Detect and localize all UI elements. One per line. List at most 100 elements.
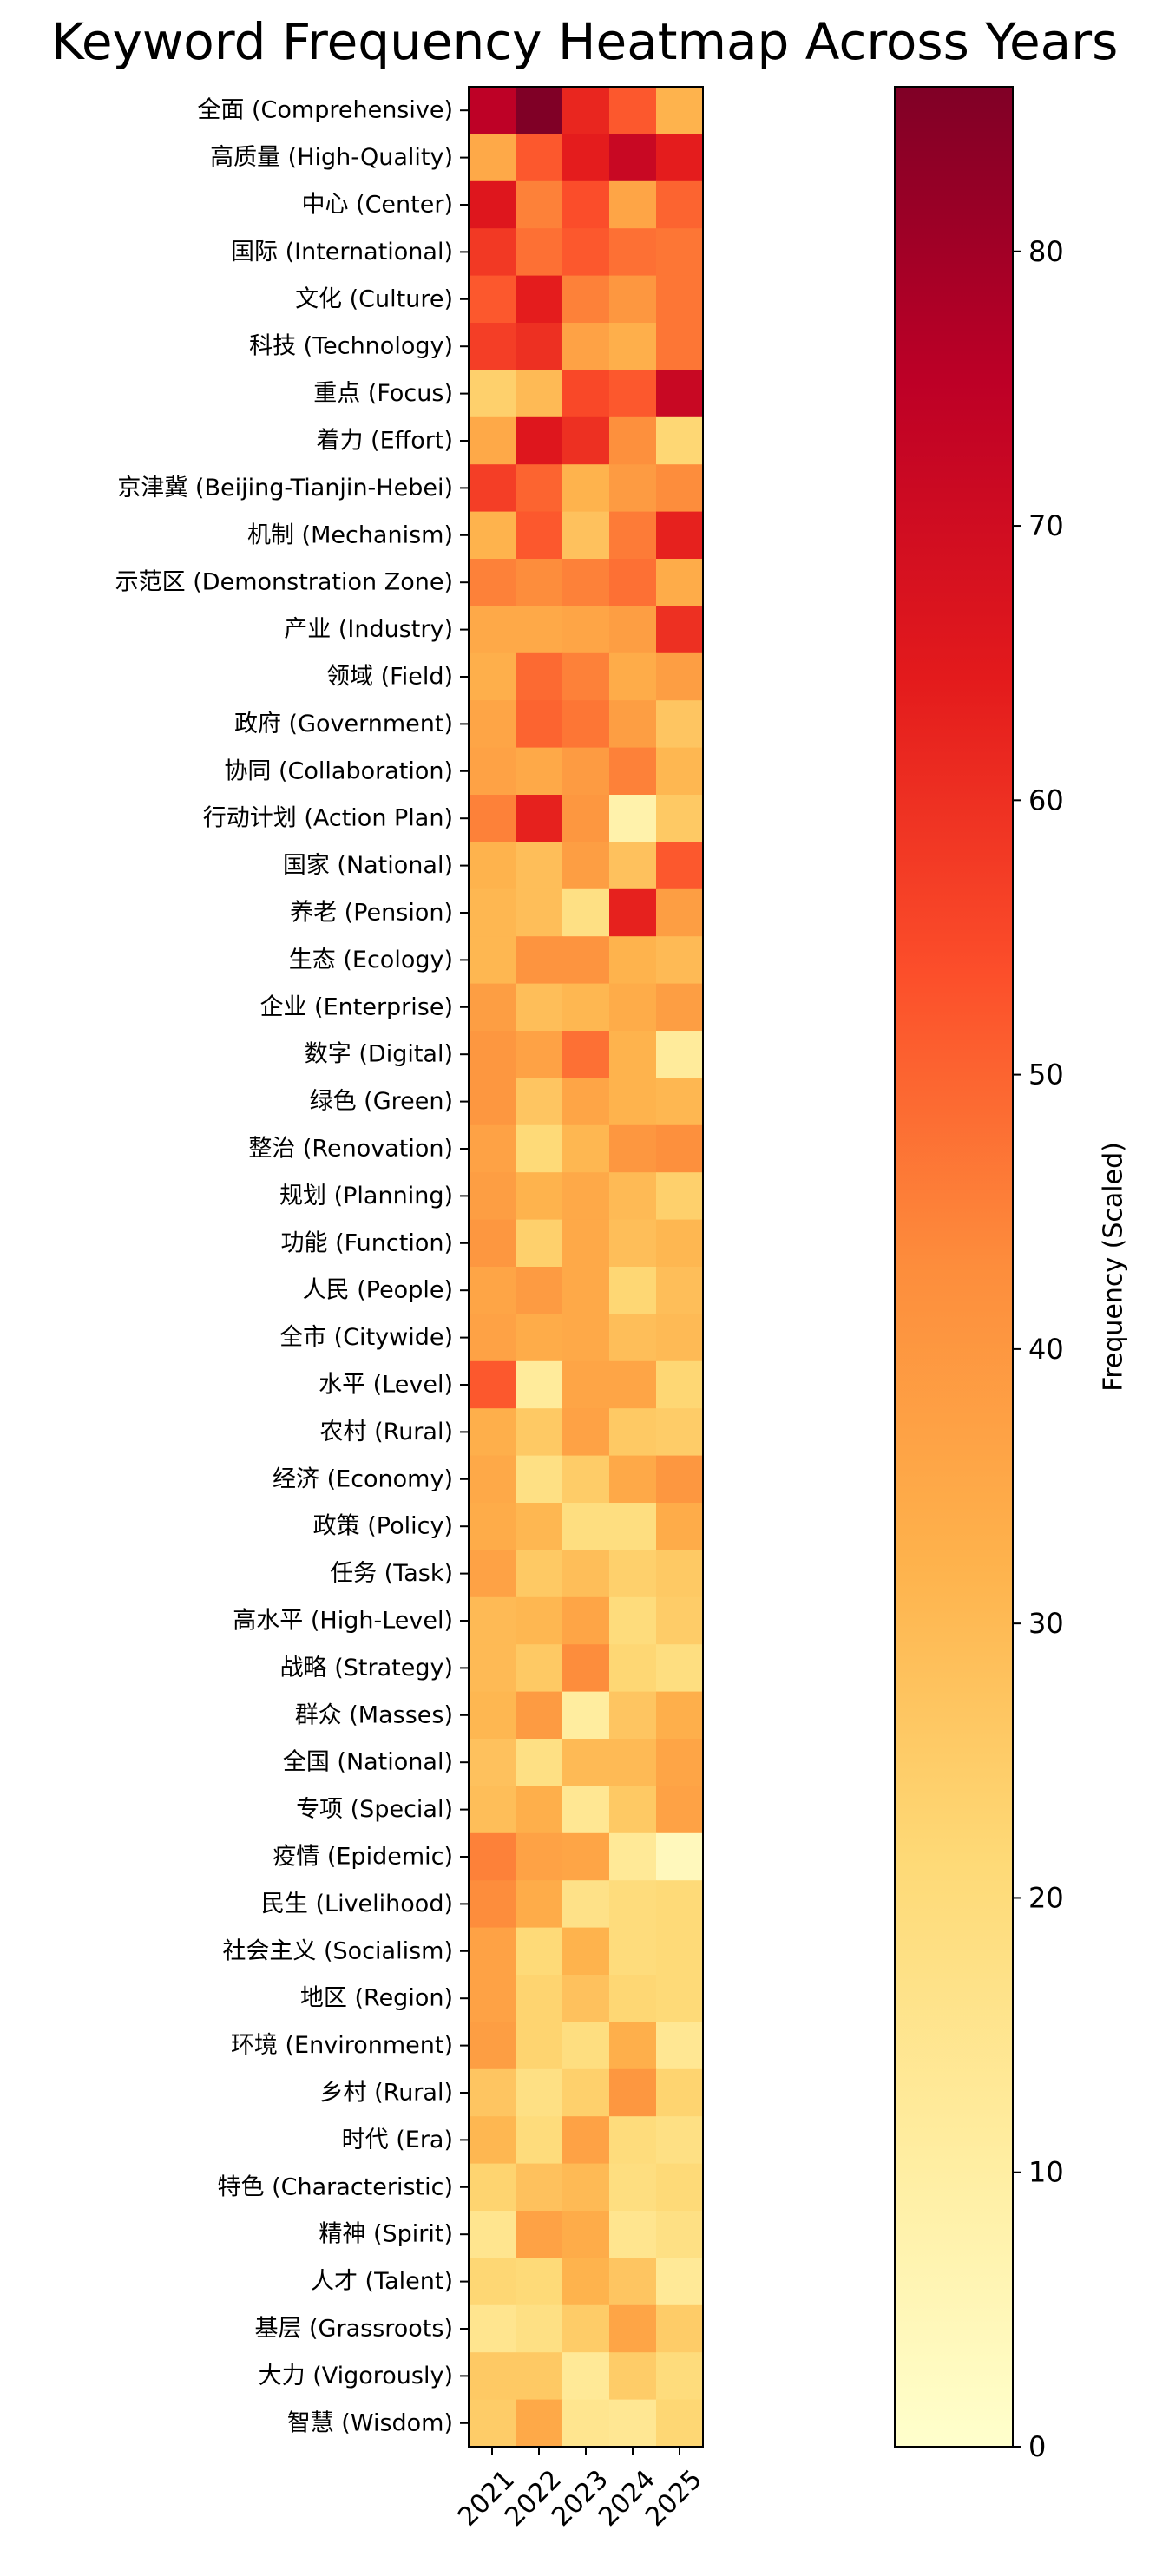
heatmap-cell xyxy=(516,700,563,749)
heatmap-cell xyxy=(656,2068,704,2117)
heatmap-cell xyxy=(516,1644,563,1693)
heatmap-cell xyxy=(469,2211,516,2258)
heatmap-cell xyxy=(562,2304,610,2353)
row-label: 整治 (Renovation) xyxy=(248,1136,453,1163)
chart-title: Keyword Frequency Heatmap Across Years xyxy=(50,12,1119,71)
heatmap-cell xyxy=(656,323,704,370)
heatmap-cell xyxy=(562,1975,610,2022)
heatmap-cell xyxy=(562,559,610,606)
row-label: 基层 (Grassroots) xyxy=(254,2316,453,2343)
row-label: 大力 (Vigorously) xyxy=(259,2363,453,2389)
heatmap-cell xyxy=(656,464,704,513)
heatmap-cell xyxy=(656,2211,704,2258)
heatmap-cell xyxy=(609,2399,657,2448)
heatmap-cell xyxy=(469,180,516,229)
heatmap-cell xyxy=(516,2352,563,2401)
heatmap-cell xyxy=(609,464,657,513)
heatmap-cell xyxy=(469,87,516,134)
heatmap-cell xyxy=(562,1832,610,1881)
heatmap-cell xyxy=(469,652,516,701)
row-label: 乡村 (Rural) xyxy=(320,2080,453,2107)
heatmap-cell xyxy=(562,652,610,701)
row-label: 企业 (Enterprise) xyxy=(259,993,453,1020)
heatmap-cell xyxy=(562,700,610,749)
heatmap-cell xyxy=(516,275,563,324)
heatmap-cell xyxy=(516,1596,563,1645)
heatmap-cell xyxy=(516,180,563,229)
heatmap-cell xyxy=(656,1596,704,1645)
heatmap-cell xyxy=(656,1691,704,1740)
heatmap-cell xyxy=(656,1078,704,1126)
heatmap-cell xyxy=(469,1219,516,1268)
row-label: 高水平 (High-Level) xyxy=(233,1608,453,1635)
row-label: 人才 (Talent) xyxy=(311,2268,453,2295)
heatmap-cell xyxy=(469,2304,516,2353)
heatmap-cell xyxy=(562,1550,610,1598)
row-label: 中心 (Center) xyxy=(301,192,453,219)
row-label: 京津冀 (Beijing-Tianjin-Hebei) xyxy=(117,475,453,501)
row-label: 国家 (National) xyxy=(283,852,453,879)
heatmap-cell xyxy=(516,2163,563,2212)
heatmap-cell xyxy=(562,888,610,937)
row-label: 经济 (Economy) xyxy=(273,1465,453,1492)
heatmap-cell xyxy=(516,370,563,418)
heatmap-cell xyxy=(469,275,516,324)
heatmap-cell xyxy=(516,1360,563,1409)
heatmap-cell xyxy=(469,700,516,749)
row-label: 规划 (Planning) xyxy=(279,1183,453,1209)
heatmap-cell xyxy=(609,134,657,182)
heatmap-cell xyxy=(656,1644,704,1693)
heatmap-cell xyxy=(516,1927,563,1976)
heatmap-cell xyxy=(656,1975,704,2022)
heatmap-cell xyxy=(516,1550,563,1598)
heatmap-cell xyxy=(562,2258,610,2306)
heatmap-cell xyxy=(469,1360,516,1409)
heatmap-cell xyxy=(516,2258,563,2306)
heatmap-cell xyxy=(516,464,563,513)
row-label: 产业 (Industry) xyxy=(284,616,453,643)
heatmap-cell xyxy=(609,1550,657,1598)
heatmap-cell xyxy=(516,87,563,134)
colorbar-tick-label: 60 xyxy=(1028,783,1064,816)
heatmap-cell xyxy=(516,888,563,937)
heatmap-cell xyxy=(562,1880,610,1929)
row-label: 任务 (Task) xyxy=(330,1560,453,1587)
heatmap-cell xyxy=(469,2068,516,2117)
heatmap-cell xyxy=(656,559,704,606)
heatmap-cell xyxy=(562,795,610,842)
heatmap-cell xyxy=(656,842,704,890)
heatmap-cell xyxy=(609,1880,657,1929)
heatmap-cell xyxy=(469,1927,516,1976)
heatmap-cell xyxy=(516,1832,563,1881)
heatmap-cell xyxy=(469,1786,516,1834)
row-label: 功能 (Function) xyxy=(281,1229,454,1256)
heatmap-cell xyxy=(516,1786,563,1834)
heatmap-cell xyxy=(609,1455,657,1504)
heatmap-cell xyxy=(609,2068,657,2117)
heatmap-cell xyxy=(609,795,657,842)
row-label: 全国 (National) xyxy=(283,1749,453,1776)
heatmap-cell xyxy=(516,1172,563,1221)
heatmap-cell xyxy=(609,1314,657,1362)
heatmap-cell xyxy=(469,747,516,796)
heatmap-cell xyxy=(656,1031,704,1078)
heatmap-cell xyxy=(656,2163,704,2212)
heatmap-cell xyxy=(562,1927,610,1976)
heatmap-cell xyxy=(516,1503,563,1550)
heatmap-cell xyxy=(562,936,610,985)
heatmap-cell xyxy=(656,1314,704,1362)
row-label: 疫情 (Epidemic) xyxy=(273,1844,453,1871)
heatmap-cell xyxy=(609,1172,657,1221)
heatmap-cell xyxy=(656,1455,704,1504)
heatmap-cell xyxy=(609,511,657,560)
heatmap-cell xyxy=(562,1739,610,1786)
heatmap-cell xyxy=(516,511,563,560)
heatmap-cell xyxy=(516,228,563,277)
heatmap-cell xyxy=(656,2258,704,2306)
heatmap-cell xyxy=(562,983,610,1032)
heatmap-cell xyxy=(516,652,563,701)
row-label: 时代 (Era) xyxy=(342,2127,453,2153)
row-label: 政府 (Government) xyxy=(234,711,453,737)
heatmap-cell xyxy=(516,1455,563,1504)
heatmap-cell xyxy=(516,747,563,796)
